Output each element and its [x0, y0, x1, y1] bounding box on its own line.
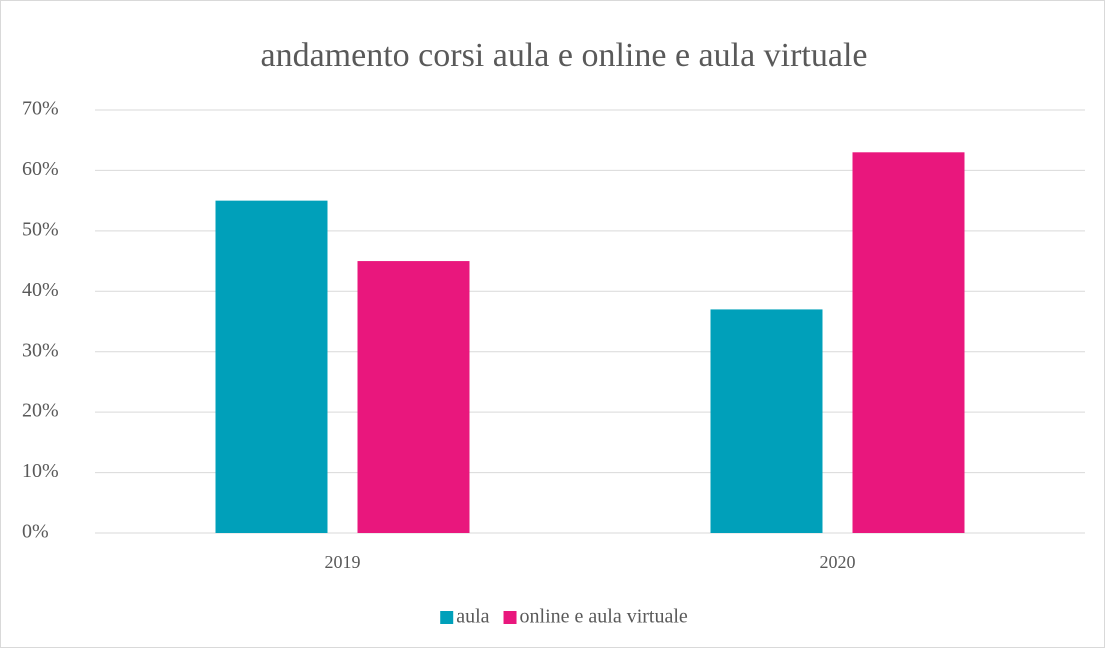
legend-label: online e aula virtuale	[520, 606, 688, 628]
bar	[215, 200, 328, 533]
y-tick-label: 70%	[22, 98, 59, 120]
x-tick-label: 2020	[820, 552, 856, 572]
x-tick-label: 2019	[325, 552, 361, 572]
bar	[710, 309, 823, 533]
legend-label: aula	[456, 606, 489, 628]
y-tick-label: 50%	[22, 218, 59, 240]
y-tick-label: 0%	[22, 521, 49, 543]
bar	[852, 152, 965, 534]
y-tick-label: 10%	[22, 460, 59, 482]
bar	[357, 261, 470, 533]
y-tick-label: 20%	[22, 400, 59, 422]
y-tick-label: 60%	[22, 158, 59, 180]
legend-swatch	[440, 611, 454, 624]
y-tick-label: 40%	[22, 279, 59, 301]
chart-title: andamento corsi aula e online e aula vir…	[260, 37, 867, 74]
legend-swatch	[503, 611, 517, 624]
y-tick-label: 30%	[22, 339, 59, 361]
